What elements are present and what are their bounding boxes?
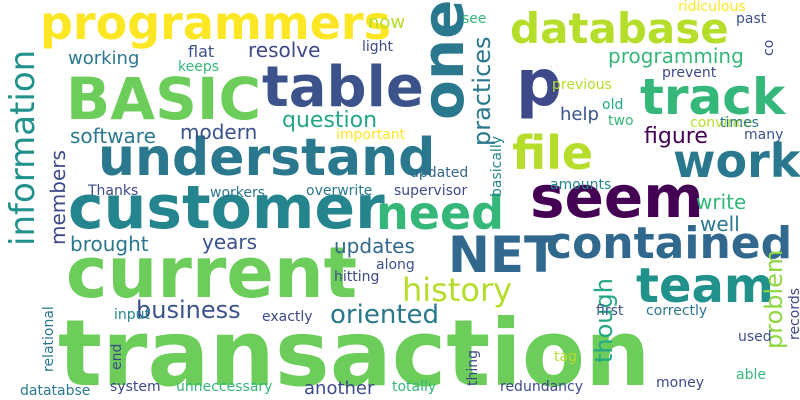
word-resolve: resolve bbox=[248, 38, 321, 62]
word-redundancy: redundancy bbox=[500, 379, 584, 395]
word-write: write bbox=[696, 190, 747, 214]
word-workers: workers bbox=[210, 185, 266, 201]
word-need: need bbox=[376, 186, 505, 240]
word-along: along bbox=[376, 257, 415, 273]
word-now: now bbox=[368, 12, 406, 33]
word-customer: customer bbox=[68, 173, 385, 243]
word-working: working bbox=[68, 48, 140, 69]
word-updated: updated bbox=[410, 165, 469, 181]
word-question: question bbox=[282, 108, 378, 133]
word-transaction: transaction bbox=[58, 300, 651, 400]
word-modern: modern bbox=[180, 120, 258, 144]
word-table: table bbox=[262, 55, 424, 120]
word-thing: thing bbox=[465, 349, 481, 386]
word-p: p bbox=[516, 47, 562, 121]
word-understand: understand bbox=[98, 128, 436, 188]
word-previous: previous bbox=[552, 77, 612, 93]
word-light: light bbox=[362, 39, 394, 55]
word-times: times bbox=[720, 115, 759, 131]
word-system: system bbox=[110, 379, 161, 395]
word-past: past bbox=[736, 11, 767, 27]
word-input: input bbox=[114, 307, 151, 323]
word-thanks: Thanks bbox=[88, 183, 139, 199]
word-old: old bbox=[602, 97, 624, 113]
word-programmers: programmers bbox=[40, 0, 391, 50]
word-supervisor: supervisor bbox=[394, 183, 468, 199]
word-figure: figure bbox=[644, 124, 708, 149]
word-team: team bbox=[636, 258, 774, 314]
word-convince: convince bbox=[690, 115, 753, 131]
word-help: help bbox=[560, 104, 599, 125]
word-co: co bbox=[761, 39, 777, 56]
word-basically: basically bbox=[489, 136, 505, 197]
word-well: well bbox=[700, 212, 740, 236]
word-datatabse: datatabse bbox=[20, 383, 91, 399]
word-two: two bbox=[608, 113, 634, 129]
word-ridiculous: ridiculous bbox=[678, 0, 746, 15]
word-exactly: exactly bbox=[262, 309, 313, 325]
word-tag: tag bbox=[554, 349, 577, 365]
word-track: track bbox=[640, 68, 786, 126]
word-important: important bbox=[336, 127, 406, 143]
word-end: end bbox=[109, 343, 125, 370]
word-able: able bbox=[736, 367, 766, 383]
word-members: members bbox=[46, 150, 70, 245]
word-brought: brought bbox=[70, 232, 149, 256]
word-years: years bbox=[202, 230, 258, 254]
word-information: information bbox=[3, 49, 43, 246]
word-net: NET bbox=[448, 226, 559, 284]
word-correctly: correctly bbox=[646, 303, 708, 319]
word-file: file bbox=[512, 126, 594, 180]
word-basic: BASIC bbox=[66, 65, 262, 133]
word-records: records bbox=[787, 287, 800, 340]
word-another: another bbox=[304, 378, 375, 399]
word-see: see bbox=[462, 11, 487, 27]
word-updates: updates bbox=[334, 234, 415, 258]
word-amounts: amounts bbox=[550, 177, 612, 193]
word-though: though bbox=[590, 278, 618, 363]
word-hitting: hitting bbox=[334, 269, 380, 285]
word-database: database bbox=[510, 4, 729, 53]
word-prevent: prevent bbox=[662, 65, 717, 81]
word-programming: programming bbox=[608, 44, 744, 68]
word-flat: flat bbox=[188, 42, 215, 61]
word-many: many bbox=[744, 127, 784, 143]
word-totally: totally bbox=[392, 379, 437, 395]
word-seem: seem bbox=[530, 163, 704, 231]
word-oriented: oriented bbox=[330, 300, 439, 330]
word-contained: contained bbox=[546, 218, 793, 269]
word-work: work bbox=[673, 134, 800, 188]
word-current: current bbox=[66, 232, 358, 314]
word-history: history bbox=[402, 271, 513, 309]
word-relational: relational bbox=[41, 306, 57, 372]
word-keeps: keeps bbox=[178, 59, 220, 75]
word-overwrite: overwrite bbox=[306, 183, 373, 199]
word-practices: practices bbox=[468, 36, 496, 146]
word-business: business bbox=[136, 296, 241, 324]
word-software: software bbox=[70, 124, 156, 148]
word-money: money bbox=[656, 375, 704, 391]
word-first: first bbox=[596, 303, 624, 319]
word-used: used bbox=[738, 329, 772, 345]
word-unneccessary: unneccessary bbox=[176, 379, 273, 395]
